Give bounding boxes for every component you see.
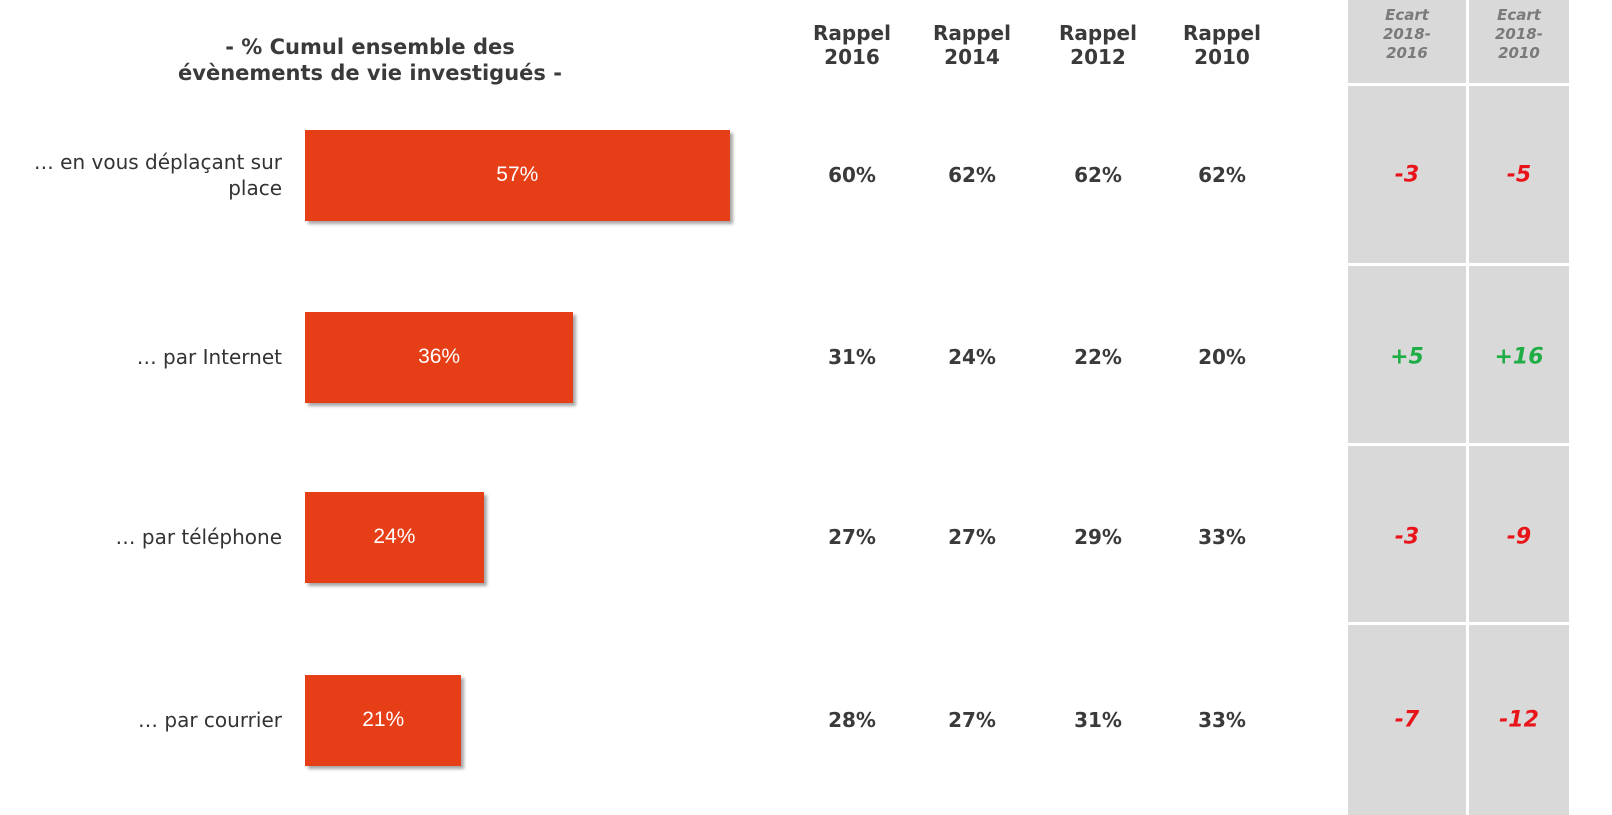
ecart-cell: +5 <box>1390 344 1424 370</box>
ecart-cell: -3 <box>1394 524 1420 550</box>
ecart-cell: -12 <box>1499 707 1539 733</box>
row-separator <box>1348 263 1569 266</box>
bar <box>305 129 730 221</box>
category-label: … par téléphone <box>115 525 282 549</box>
table-cell: 62% <box>948 163 996 187</box>
table-cell: 24% <box>948 345 996 369</box>
column-header: Rappel 2010 <box>1183 21 1261 69</box>
table-cell: 20% <box>1198 345 1246 369</box>
value-label: 24% <box>373 525 416 548</box>
ecart-cell: +16 <box>1494 344 1544 370</box>
value-label: 36% <box>418 345 461 368</box>
bar <box>305 311 574 403</box>
column-header: Rappel 2016 <box>813 21 891 69</box>
column-header: Rappel 2014 <box>933 21 1011 69</box>
table-cell: 22% <box>1074 345 1122 369</box>
column-header: Rappel 2012 <box>1059 21 1137 69</box>
value-label: 57% <box>496 163 539 186</box>
value-label: 21% <box>362 708 405 731</box>
table-cell: 33% <box>1198 708 1246 732</box>
bar <box>305 491 484 583</box>
ecart-cell: -9 <box>1506 524 1532 550</box>
category-label: … par courrier <box>138 708 282 732</box>
table-cell: 27% <box>828 525 876 549</box>
ecart-cell: -7 <box>1394 707 1420 733</box>
ecart-column-bg <box>1469 0 1569 815</box>
row-separator <box>1348 83 1569 86</box>
bar <box>305 674 462 766</box>
table-cell: 27% <box>948 708 996 732</box>
table-cell: 60% <box>828 163 876 187</box>
table-cell: 31% <box>828 345 876 369</box>
ecart-header: Ecart 2018-2016 <box>1383 6 1431 62</box>
chart-title: - % Cumul ensemble des évènements de vie… <box>178 35 562 85</box>
table-cell: 31% <box>1074 708 1122 732</box>
table-cell: 62% <box>1074 163 1122 187</box>
row-separator <box>1348 443 1569 446</box>
category-label: … par Internet <box>136 345 282 369</box>
ecart-cell: -5 <box>1506 162 1532 188</box>
table-cell: 28% <box>828 708 876 732</box>
ecart-column-bg <box>1348 0 1466 815</box>
ecart-header: Ecart 2018-2010 <box>1495 6 1543 62</box>
row-separator <box>1348 622 1569 625</box>
category-label: … en vous déplaçant sur place <box>33 150 282 200</box>
table-cell: 29% <box>1074 525 1122 549</box>
table-cell: 33% <box>1198 525 1246 549</box>
table-cell: 27% <box>948 525 996 549</box>
ecart-cell: -3 <box>1394 162 1420 188</box>
table-cell: 62% <box>1198 163 1246 187</box>
